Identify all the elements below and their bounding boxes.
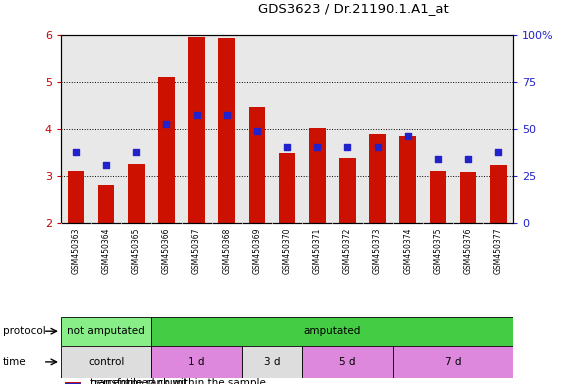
Bar [66, 383, 81, 384]
Text: GSM450377: GSM450377 [494, 227, 503, 274]
Text: 5 d: 5 d [339, 357, 356, 367]
Bar [188, 37, 205, 223]
Bar [158, 77, 175, 223]
Bar [490, 166, 506, 223]
Text: GSM450375: GSM450375 [433, 227, 443, 274]
Point [463, 156, 473, 162]
Bar [219, 38, 235, 223]
Text: GSM450369: GSM450369 [252, 227, 262, 274]
Text: GSM450367: GSM450367 [192, 227, 201, 274]
Point [343, 144, 352, 151]
Bar [393, 346, 513, 378]
Text: 3 d: 3 d [264, 357, 280, 367]
Text: GSM450373: GSM450373 [373, 227, 382, 274]
Text: percentile rank within the sample: percentile rank within the sample [90, 379, 266, 384]
Text: 1 d: 1 d [188, 357, 205, 367]
Text: GSM450370: GSM450370 [282, 227, 292, 274]
Bar [68, 171, 84, 223]
Bar [309, 128, 325, 223]
Bar [400, 136, 416, 223]
Point [373, 144, 382, 151]
Point [313, 144, 322, 151]
Point [132, 149, 141, 155]
Text: GSM450374: GSM450374 [403, 227, 412, 274]
Bar [66, 382, 81, 383]
Bar [430, 171, 446, 223]
Bar [151, 317, 513, 346]
Bar [151, 346, 242, 378]
Text: 7 d: 7 d [445, 357, 461, 367]
Bar [460, 172, 476, 223]
Text: GSM450372: GSM450372 [343, 227, 352, 274]
Text: GSM450376: GSM450376 [463, 227, 473, 274]
Bar [61, 346, 151, 378]
Text: amputated: amputated [304, 326, 361, 336]
Text: GDS3623 / Dr.21190.1.A1_at: GDS3623 / Dr.21190.1.A1_at [258, 2, 449, 15]
Point [252, 128, 262, 134]
Text: GSM450365: GSM450365 [132, 227, 141, 274]
Text: GSM450364: GSM450364 [102, 227, 111, 274]
Text: time: time [3, 357, 27, 367]
Text: transformed count: transformed count [90, 377, 187, 384]
Point [102, 162, 111, 169]
Bar [128, 164, 144, 223]
Bar [279, 153, 295, 223]
Point [192, 111, 201, 118]
Text: control: control [88, 357, 124, 367]
Bar [98, 185, 114, 223]
Point [162, 121, 171, 127]
Point [433, 156, 443, 162]
Bar [242, 346, 302, 378]
Bar [249, 108, 265, 223]
Text: not amputated: not amputated [67, 326, 145, 336]
Bar [302, 346, 393, 378]
Text: protocol: protocol [3, 326, 46, 336]
Point [282, 144, 292, 151]
Point [71, 149, 81, 155]
Text: GSM450368: GSM450368 [222, 227, 231, 274]
Text: GSM450363: GSM450363 [71, 227, 81, 274]
Text: GSM450366: GSM450366 [162, 227, 171, 274]
Bar [61, 317, 151, 346]
Point [494, 149, 503, 155]
Point [403, 132, 412, 139]
Text: GSM450371: GSM450371 [313, 227, 322, 274]
Point [222, 111, 231, 118]
Bar [369, 134, 386, 223]
Bar [339, 158, 356, 223]
